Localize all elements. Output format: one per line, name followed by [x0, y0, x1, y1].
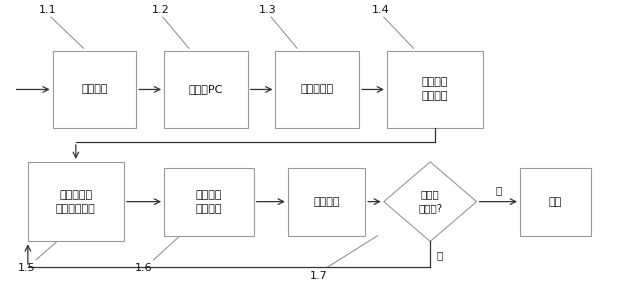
Bar: [53, 51, 136, 128]
Bar: [520, 168, 591, 236]
Text: 1.1: 1.1: [38, 5, 56, 15]
Text: 采集图像: 采集图像: [81, 84, 108, 95]
Text: 实时计算
运动路径: 实时计算 运动路径: [196, 190, 222, 214]
Bar: [28, 162, 124, 241]
Text: 发送信息到
电机控制系统: 发送信息到 电机控制系统: [56, 190, 96, 214]
Bar: [164, 51, 248, 128]
Text: 1.2: 1.2: [152, 5, 170, 15]
Text: 停止: 停止: [549, 197, 562, 207]
Text: 是: 是: [495, 185, 501, 195]
Text: 1.6: 1.6: [135, 263, 152, 273]
Text: 电机运行: 电机运行: [313, 197, 340, 207]
Text: 1.4: 1.4: [371, 5, 389, 15]
Bar: [387, 51, 483, 128]
Text: 1.5: 1.5: [17, 263, 35, 273]
Text: 图像预处理: 图像预处理: [301, 84, 334, 95]
Text: 否: 否: [436, 250, 443, 261]
Text: 1.7: 1.7: [310, 271, 327, 281]
Bar: [275, 51, 359, 128]
Text: 传输到PC: 传输到PC: [189, 84, 223, 95]
Text: 1.3: 1.3: [259, 5, 276, 15]
Bar: [164, 168, 254, 236]
Text: 检测是否
有障碍物: 检测是否 有障碍物: [422, 78, 448, 101]
Bar: [288, 168, 365, 236]
Polygon shape: [384, 162, 477, 241]
Text: 是否到
达终点?: 是否到 达终点?: [418, 190, 443, 214]
